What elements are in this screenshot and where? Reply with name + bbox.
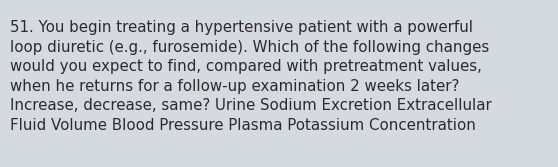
Text: 51. You begin treating a hypertensive patient with a powerful
loop diuretic (e.g: 51. You begin treating a hypertensive pa… [10,20,492,133]
